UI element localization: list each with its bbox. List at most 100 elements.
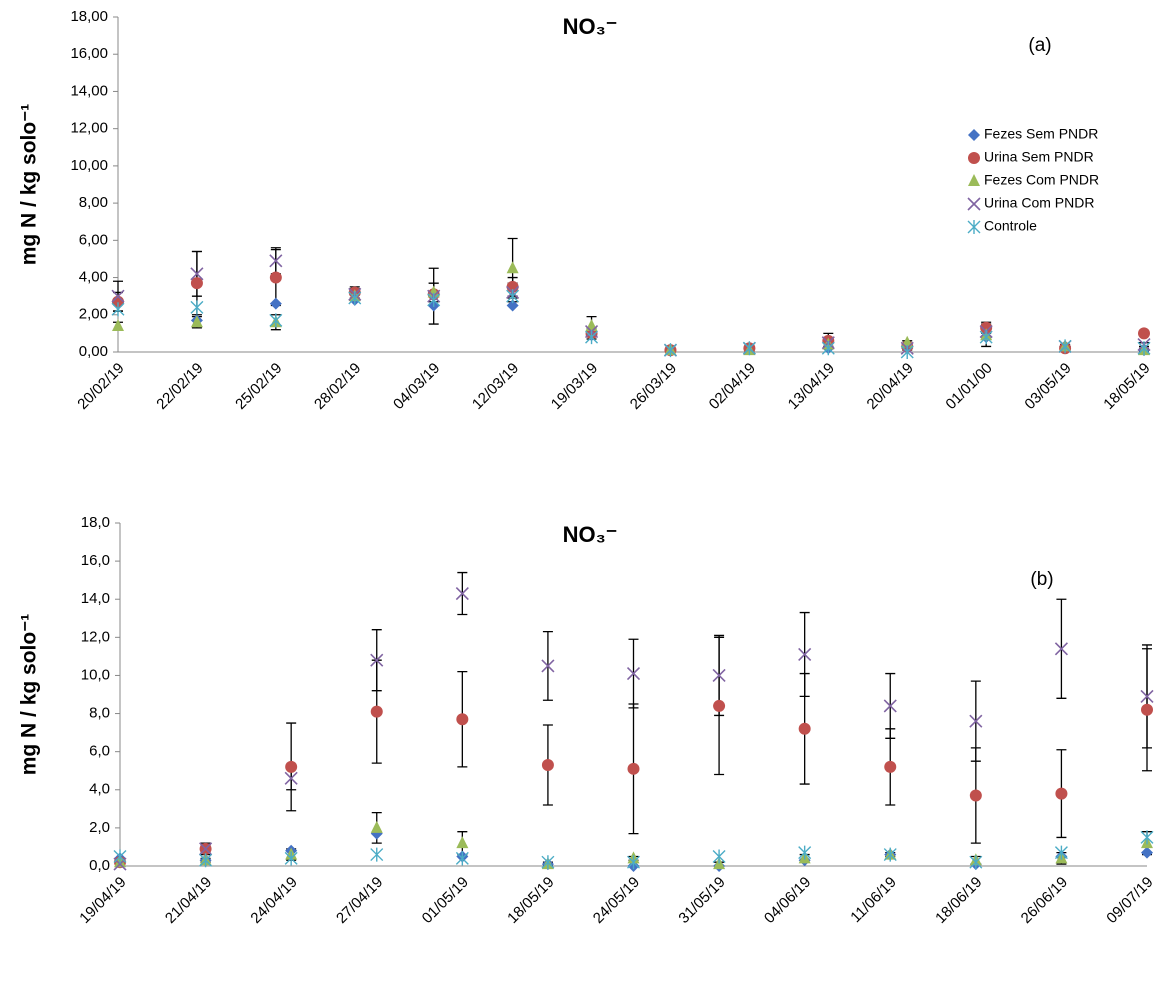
x-tick-label: 03/05/19 bbox=[1021, 360, 1074, 413]
marker bbox=[1058, 339, 1072, 354]
legend-label: Fezes Com PNDR bbox=[984, 172, 1099, 188]
legend-label: Fezes Sem PNDR bbox=[984, 126, 1098, 142]
marker bbox=[190, 277, 203, 290]
x-tick-label: 01/05/19 bbox=[419, 874, 472, 927]
marker bbox=[821, 341, 835, 356]
legend-marker bbox=[968, 152, 980, 164]
y-tick-label: 16,0 bbox=[81, 552, 110, 569]
marker bbox=[190, 300, 204, 315]
y-tick-label: 12,0 bbox=[81, 628, 110, 645]
marker bbox=[585, 330, 599, 345]
legend-marker bbox=[967, 220, 981, 234]
marker bbox=[1140, 689, 1154, 703]
marker bbox=[190, 315, 203, 328]
x-tick-label: 04/06/19 bbox=[761, 874, 814, 927]
marker bbox=[113, 849, 127, 864]
marker bbox=[1141, 846, 1153, 859]
chart-title: NO₃⁻ bbox=[563, 522, 618, 547]
marker bbox=[798, 722, 811, 735]
x-tick-label: 09/07/19 bbox=[1103, 874, 1155, 927]
marker bbox=[884, 760, 897, 773]
x-tick-label: 18/05/19 bbox=[1100, 360, 1153, 413]
y-tick-label: 18,00 bbox=[70, 8, 108, 25]
x-tick-label: 22/02/19 bbox=[153, 360, 206, 413]
marker bbox=[742, 341, 756, 356]
marker bbox=[269, 271, 282, 284]
marker bbox=[663, 343, 677, 358]
marker bbox=[348, 291, 362, 306]
x-tick-label: 19/04/19 bbox=[76, 874, 129, 927]
y-tick-label: 6,00 bbox=[79, 231, 108, 248]
marker bbox=[506, 261, 519, 274]
y-tick-label: 12,00 bbox=[70, 120, 108, 137]
marker bbox=[370, 653, 384, 667]
y-tick-label: 14,00 bbox=[70, 82, 108, 99]
marker bbox=[455, 586, 469, 601]
marker bbox=[456, 836, 469, 849]
x-tick-label: 31/05/19 bbox=[675, 874, 728, 927]
y-tick-label: 4,00 bbox=[79, 269, 108, 286]
marker bbox=[370, 820, 383, 833]
marker bbox=[712, 849, 726, 864]
x-tick-label: 20/02/19 bbox=[74, 360, 127, 413]
marker bbox=[370, 847, 384, 862]
y-tick-label: 8,00 bbox=[79, 194, 108, 211]
marker bbox=[427, 292, 441, 307]
marker bbox=[585, 318, 598, 331]
x-tick-label: 28/02/19 bbox=[311, 360, 364, 413]
marker bbox=[269, 297, 282, 310]
x-tick-label: 20/04/19 bbox=[864, 360, 917, 413]
y-tick-label: 2,00 bbox=[79, 306, 108, 323]
marker bbox=[111, 302, 125, 317]
x-tick-label: 02/04/19 bbox=[706, 360, 759, 413]
y-tick-label: 8,0 bbox=[89, 705, 110, 722]
marker bbox=[900, 345, 914, 359]
marker bbox=[969, 855, 983, 870]
marker bbox=[979, 330, 993, 345]
marker bbox=[427, 285, 440, 298]
x-tick-label: 04/03/19 bbox=[390, 360, 443, 413]
marker bbox=[111, 289, 125, 303]
legend-marker bbox=[968, 174, 980, 186]
x-tick-label: 18/05/19 bbox=[504, 874, 557, 927]
marker bbox=[285, 760, 298, 773]
marker bbox=[541, 659, 555, 673]
legend-marker bbox=[968, 129, 980, 141]
marker bbox=[798, 845, 812, 860]
marker bbox=[1137, 341, 1151, 356]
marker bbox=[541, 759, 554, 772]
marker bbox=[627, 762, 640, 775]
x-tick-label: 13/04/19 bbox=[785, 360, 838, 413]
y-tick-label: 16,00 bbox=[70, 45, 108, 62]
marker bbox=[541, 855, 555, 870]
marker bbox=[455, 851, 469, 866]
legend-label: Urina Com PNDR bbox=[984, 195, 1094, 211]
y-tick-label: 0,0 bbox=[89, 857, 110, 874]
marker bbox=[969, 714, 983, 728]
x-tick-label: 11/06/19 bbox=[847, 874, 900, 927]
y-tick-label: 10,0 bbox=[81, 666, 110, 683]
y-tick-label: 4,0 bbox=[89, 781, 110, 798]
marker bbox=[506, 299, 519, 312]
marker bbox=[284, 851, 298, 866]
x-tick-label: 21/04/19 bbox=[162, 874, 215, 927]
legend-marker bbox=[967, 197, 981, 211]
marker bbox=[1140, 830, 1154, 845]
y-tick-label: 0,00 bbox=[79, 343, 108, 360]
x-tick-label: 01/01/00 bbox=[942, 360, 995, 413]
x-tick-label: 25/02/19 bbox=[232, 360, 285, 413]
marker bbox=[798, 647, 812, 662]
marker bbox=[112, 318, 124, 331]
marker bbox=[199, 853, 213, 868]
marker bbox=[269, 254, 283, 268]
marker bbox=[190, 267, 204, 281]
y-tick-label: 2,0 bbox=[89, 819, 110, 836]
legend-label: Urina Sem PNDR bbox=[984, 149, 1094, 165]
marker bbox=[1055, 787, 1068, 800]
x-tick-label: 19/03/19 bbox=[548, 360, 601, 413]
marker bbox=[1138, 327, 1150, 340]
annotation: (a) bbox=[1028, 35, 1051, 56]
marker bbox=[269, 313, 283, 328]
